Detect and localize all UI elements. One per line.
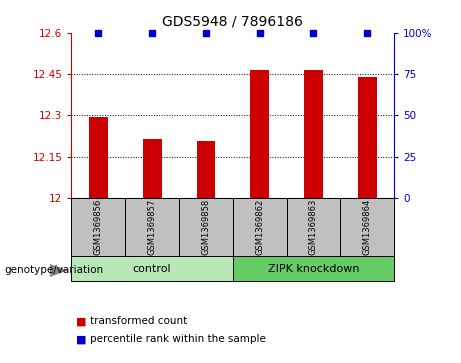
Text: control: control — [133, 264, 171, 274]
Bar — [179, 198, 233, 256]
Title: GDS5948 / 7896186: GDS5948 / 7896186 — [162, 15, 303, 29]
Bar — [125, 198, 179, 256]
Bar — [233, 198, 287, 256]
Bar — [287, 198, 340, 256]
Bar — [71, 256, 233, 281]
Bar — [250, 70, 269, 198]
Bar — [358, 77, 377, 198]
Text: GSM1369864: GSM1369864 — [363, 199, 372, 255]
Bar — [196, 142, 215, 198]
Bar — [340, 198, 394, 256]
Bar — [143, 139, 161, 198]
Bar — [304, 70, 323, 198]
Bar — [71, 198, 125, 256]
Bar — [233, 256, 394, 281]
Text: genotype/variation: genotype/variation — [5, 265, 104, 276]
Text: GSM1369863: GSM1369863 — [309, 199, 318, 255]
Bar — [89, 117, 108, 198]
Text: ■: ■ — [76, 334, 87, 344]
Text: ZIPK knockdown: ZIPK knockdown — [268, 264, 359, 274]
Text: ■: ■ — [76, 316, 87, 326]
Text: GSM1369857: GSM1369857 — [148, 199, 157, 255]
Text: transformed count: transformed count — [90, 316, 187, 326]
Text: GSM1369858: GSM1369858 — [201, 199, 210, 255]
Text: GSM1369862: GSM1369862 — [255, 199, 264, 255]
Text: percentile rank within the sample: percentile rank within the sample — [90, 334, 266, 344]
Text: GSM1369856: GSM1369856 — [94, 199, 103, 255]
